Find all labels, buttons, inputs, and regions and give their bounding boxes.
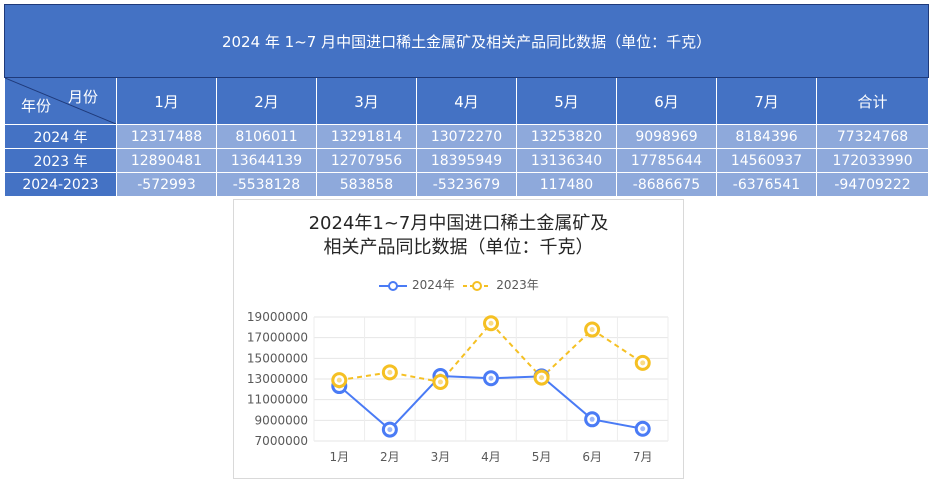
x-tick-label: 7月 <box>633 450 653 464</box>
y-tick-label: 7000000 <box>255 434 308 448</box>
table-cell: 13291814 <box>316 124 417 149</box>
row-label: 2023 年 <box>4 148 117 173</box>
data-point-center <box>640 426 646 432</box>
data-point-center <box>387 427 393 433</box>
y-tick-label: 17000000 <box>247 331 308 345</box>
table-cell: 117480 <box>516 172 617 197</box>
legend-line-marker-icon <box>379 280 408 291</box>
chart-title: 2024年1~7月中国进口稀土金属矿及 相关产品同比数据（单位：千克） <box>234 212 683 260</box>
table-cell: 172033990 <box>815 148 930 173</box>
data-point-center <box>387 369 393 375</box>
row-label: 2024-2023 <box>4 172 117 197</box>
column-header: 5月 <box>516 77 617 125</box>
column-header: 3月 <box>316 77 417 125</box>
data-point-center <box>336 377 342 383</box>
column-header: 6月 <box>616 77 717 125</box>
column-header: 7月 <box>716 77 817 125</box>
column-header: 合计 <box>815 77 930 125</box>
table-cell: -572993 <box>116 172 217 197</box>
data-point-center <box>437 379 443 385</box>
table-cell: 13072270 <box>416 124 517 149</box>
corner-header: 月份 年份 <box>4 77 117 125</box>
y-tick-label: 11000000 <box>247 393 308 407</box>
corner-month-label: 月份 <box>67 88 98 106</box>
diagonal-divider <box>5 78 116 124</box>
x-tick-label: 1月 <box>329 450 349 464</box>
table-cell: 12317488 <box>116 124 217 149</box>
chart-title-line: 相关产品同比数据（单位：千克） <box>323 237 594 258</box>
table-cell: 17785644 <box>616 148 717 173</box>
data-point-center <box>488 320 494 326</box>
legend-item-2024[interactable]: 2024年 <box>378 276 455 293</box>
x-tick-label: 2月 <box>380 450 400 464</box>
table-cell: 8184396 <box>716 124 817 149</box>
column-header: 1月 <box>116 77 217 125</box>
y-tick-label: 15000000 <box>247 351 308 365</box>
y-tick-label: 9000000 <box>255 413 308 427</box>
row-label: 2024 年 <box>4 124 117 149</box>
x-tick-label: 6月 <box>582 450 602 464</box>
legend-label: 2023年 <box>496 278 539 292</box>
table-title: 2024 年 1~7 月中国进口稀土金属矿及相关产品同比数据（单位：千克） <box>3 4 930 78</box>
column-header: 2月 <box>216 77 317 125</box>
legend-label: 2024年 <box>412 278 455 292</box>
y-tick-label: 19000000 <box>247 310 308 324</box>
chart-title-line: 2024年1~7月中国进口稀土金属矿及 <box>308 213 609 234</box>
table-cell: -94709222 <box>815 172 930 197</box>
table-row: 2024 年 12317488 8106011 13291814 1307227… <box>4 124 930 149</box>
table-cell: 9098969 <box>616 124 717 149</box>
table-row: 2024-2023 -572993 -5538128 583858 -53236… <box>4 172 930 197</box>
legend-line-marker-icon <box>463 280 492 291</box>
data-point-center <box>640 360 646 366</box>
line-chart: 2024年1~7月中国进口稀土金属矿及 相关产品同比数据（单位：千克） 2024… <box>233 199 684 479</box>
import-data-table: 2024 年 1~7 月中国进口稀土金属矿及相关产品同比数据（单位：千克） 月份… <box>3 4 930 197</box>
table-cell: 12890481 <box>116 148 217 173</box>
table-cell: 14560937 <box>716 148 817 173</box>
table-cell: 583858 <box>316 172 417 197</box>
table-cell: 12707956 <box>316 148 417 173</box>
legend-item-2023[interactable]: 2023年 <box>462 276 539 293</box>
table-row: 2023 年 12890481 13644139 12707956 183959… <box>4 148 930 173</box>
table-cell: 18395949 <box>416 148 517 173</box>
data-point-center <box>488 375 494 381</box>
corner-year-label: 年份 <box>21 97 52 115</box>
table-cell: -8686675 <box>616 172 717 197</box>
table-cell: 13253820 <box>516 124 617 149</box>
chart-legend: 2024年 2023年 <box>234 276 683 293</box>
table-cell: 13644139 <box>216 148 317 173</box>
data-point-center <box>589 416 595 422</box>
plot-area: 19000000 17000000 15000000 13000000 11000000… <box>247 310 669 464</box>
column-header: 4月 <box>416 77 517 125</box>
data-point-center <box>589 327 595 333</box>
table-cell: -5323679 <box>416 172 517 197</box>
data-point-center <box>539 375 545 381</box>
y-tick-label: 13000000 <box>247 372 308 386</box>
table-cell: 13136340 <box>516 148 617 173</box>
table-cell: -5538128 <box>216 172 317 197</box>
table-cell: -6376541 <box>716 172 817 197</box>
table-cell: 8106011 <box>216 124 317 149</box>
table-cell: 77324768 <box>815 124 930 149</box>
x-tick-label: 5月 <box>532 450 552 464</box>
x-tick-label: 4月 <box>481 450 501 464</box>
x-tick-label: 3月 <box>431 450 451 464</box>
